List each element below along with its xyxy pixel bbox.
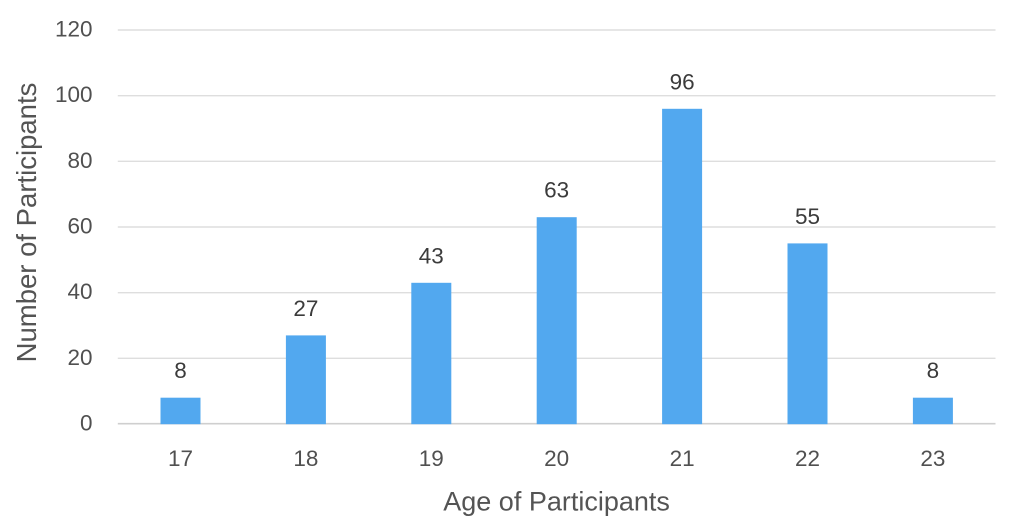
svg-text:20: 20	[544, 446, 569, 471]
svg-text:0: 0	[80, 411, 93, 436]
svg-text:63: 63	[544, 178, 569, 203]
svg-text:120: 120	[55, 17, 93, 42]
svg-text:43: 43	[419, 243, 444, 268]
svg-text:8: 8	[174, 358, 187, 383]
svg-text:8: 8	[927, 358, 940, 383]
svg-text:55: 55	[795, 204, 820, 229]
svg-text:20: 20	[67, 345, 92, 370]
svg-text:23: 23	[920, 446, 945, 471]
svg-text:17: 17	[168, 446, 193, 471]
svg-text:Number of Participants: Number of Participants	[11, 83, 42, 363]
svg-text:27: 27	[293, 296, 318, 321]
svg-text:96: 96	[670, 69, 695, 94]
svg-text:100: 100	[55, 82, 93, 107]
svg-text:60: 60	[67, 214, 92, 239]
svg-text:Age of Participants: Age of Participants	[443, 487, 670, 517]
svg-text:18: 18	[293, 446, 318, 471]
svg-text:19: 19	[419, 446, 444, 471]
svg-text:80: 80	[67, 148, 92, 173]
svg-text:40: 40	[67, 279, 92, 304]
svg-text:21: 21	[670, 446, 695, 471]
svg-text:22: 22	[795, 446, 820, 471]
